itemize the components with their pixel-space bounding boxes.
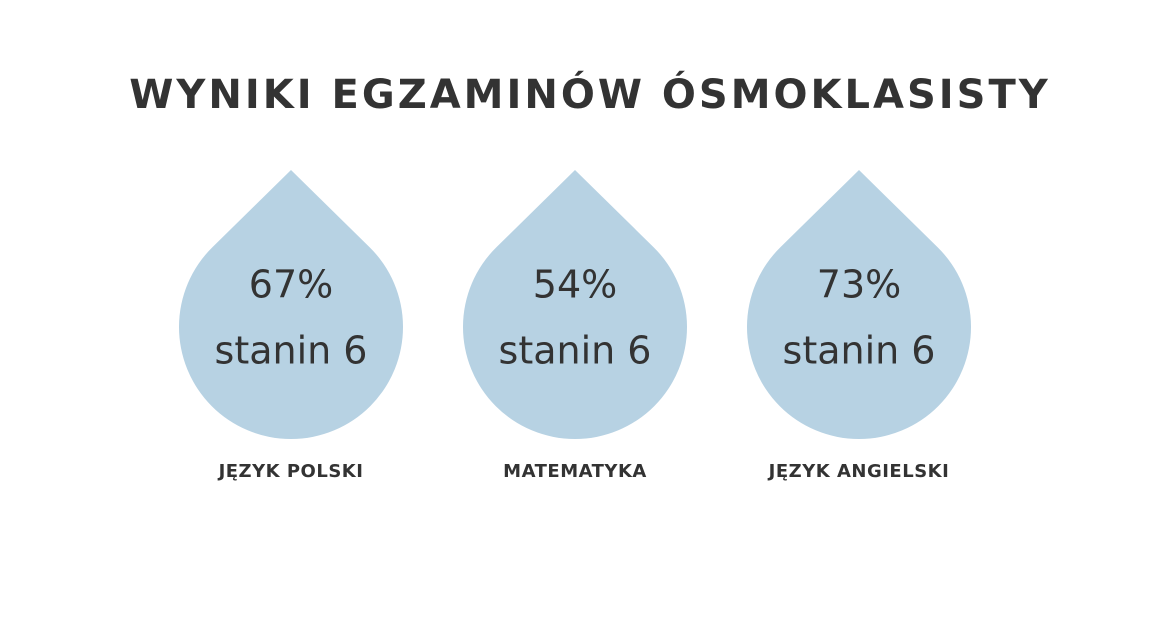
stanin: stanin 6 bbox=[783, 329, 936, 373]
drop-card: 73% stanin 6 JĘZYK ANGIELSKI bbox=[747, 170, 972, 482]
subject-label: JĘZYK ANGIELSKI bbox=[767, 461, 950, 482]
drop-shape bbox=[462, 170, 687, 439]
percent: 73% bbox=[817, 263, 901, 307]
title: WYNIKI EGZAMINÓW ÓSMOKLASISTY bbox=[129, 70, 1050, 118]
drop-shape bbox=[747, 170, 972, 439]
drop-card: 67% stanin 6 JĘZYK POLSKI bbox=[179, 170, 403, 482]
stanin: stanin 6 bbox=[499, 329, 652, 373]
percent: 54% bbox=[533, 263, 617, 307]
subject-label: MATEMATYKA bbox=[503, 461, 647, 482]
drop-card: 54% stanin 6 MATEMATYKA bbox=[462, 170, 687, 482]
subject-label: JĘZYK POLSKI bbox=[217, 461, 364, 482]
drop-shape bbox=[179, 170, 403, 439]
items: 67% stanin 6 JĘZYK POLSKI 54% stanin 6 MATEMA… bbox=[179, 170, 972, 482]
stanin: stanin 6 bbox=[215, 329, 368, 373]
percent: 67% bbox=[249, 263, 333, 307]
